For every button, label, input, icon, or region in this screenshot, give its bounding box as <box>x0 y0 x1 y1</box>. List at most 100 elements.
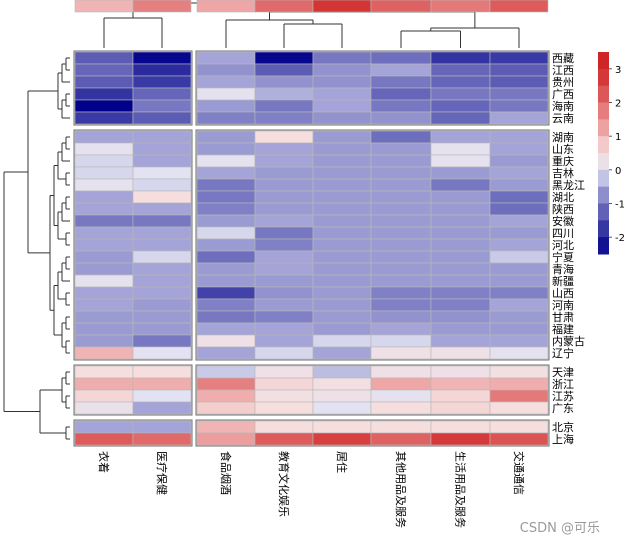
heatmap-cell <box>132 166 192 180</box>
row-label: 山东 <box>552 143 574 156</box>
heatmap-cell <box>370 322 432 336</box>
heatmap-cell <box>430 250 491 264</box>
row-label: 北京 <box>552 420 574 434</box>
cluster-border <box>73 129 193 361</box>
heatmap-cell <box>312 190 372 204</box>
heatmap-cell <box>312 63 372 77</box>
heatmap-cell <box>132 286 192 300</box>
heatmap-cell <box>254 178 314 192</box>
heatmap-cell <box>430 190 491 204</box>
row-label: 新疆 <box>552 274 574 288</box>
column-label: 其他用品及服务 <box>394 451 407 528</box>
heatmap-cell <box>370 190 432 204</box>
heatmap-cell <box>312 87 372 101</box>
heatmap-cell <box>132 401 192 415</box>
heatmap-cell <box>132 310 192 324</box>
heatmap-cell <box>254 432 314 446</box>
heatmap-cell <box>254 166 314 180</box>
heatmap-cell <box>312 298 372 312</box>
row-label: 黑龙江 <box>552 179 585 192</box>
heatmap-cell <box>132 75 192 89</box>
heatmap-cell <box>196 63 256 77</box>
row-label: 西藏 <box>552 52 574 65</box>
heatmap-cell <box>370 262 432 276</box>
heatmap-cell <box>132 432 192 446</box>
cluster-border <box>73 419 193 447</box>
heatmap-cell <box>430 111 491 125</box>
heatmap-cell <box>196 154 256 168</box>
heatmap-cell <box>74 87 134 101</box>
heatmap-cell <box>489 274 549 288</box>
heatmap-cell <box>489 389 549 403</box>
heatmap-cell <box>196 401 256 415</box>
heatmap-cell <box>430 334 491 348</box>
heatmap-cell <box>489 262 549 276</box>
heatmap-cell <box>74 286 134 300</box>
heatmap-cell <box>312 214 372 228</box>
heatmap-cell <box>254 274 314 288</box>
cluster-border <box>73 50 193 126</box>
heatmap-cell <box>132 365 192 379</box>
heatmap-cell <box>132 87 192 101</box>
heatmap-cell <box>430 377 491 391</box>
heatmap-cell <box>74 432 134 446</box>
heatmap-cell <box>489 377 549 391</box>
heatmap-cell <box>312 274 372 288</box>
row-label: 甘肃 <box>552 311 574 324</box>
heatmap-cell <box>489 432 549 446</box>
heatmap-cell <box>312 99 372 113</box>
heatmap-cell <box>430 298 491 312</box>
heatmap-cell <box>312 322 372 336</box>
heatmap-cell <box>370 298 432 312</box>
heatmap-cell <box>254 377 314 391</box>
heatmap-cell <box>430 142 491 156</box>
heatmap-cell <box>430 87 491 101</box>
cluster-border <box>195 419 550 447</box>
row-label: 青海 <box>552 262 574 276</box>
heatmap-cell <box>254 130 314 144</box>
heatmap-cell <box>132 346 192 360</box>
heatmap-cell <box>196 0 256 13</box>
heatmap-cell <box>430 365 491 379</box>
heatmap-cell <box>430 99 491 113</box>
heatmap-cell <box>370 286 432 300</box>
cluster-border <box>73 364 193 416</box>
heatmap-cell <box>132 250 192 264</box>
heatmap-cell <box>196 51 256 65</box>
row-label: 江西 <box>552 64 574 77</box>
heatmap-cell <box>74 166 134 180</box>
heatmap-cell <box>370 250 432 264</box>
heatmap-cell <box>312 310 372 324</box>
row-label: 云南 <box>552 112 574 125</box>
heatmap-cell <box>196 202 256 216</box>
heatmap-cell <box>74 190 134 204</box>
heatmap-cell <box>430 75 491 89</box>
heatmap-cell <box>74 202 134 216</box>
heatmap-cell <box>74 420 134 434</box>
heatmap-cell <box>489 226 549 240</box>
heatmap-cell <box>312 202 372 216</box>
heatmap-cell <box>312 420 372 434</box>
legend-swatch <box>598 186 609 204</box>
heatmap-cell <box>312 432 372 446</box>
heatmap-cell <box>196 250 256 264</box>
heatmap-cell <box>254 0 314 13</box>
heatmap-cell <box>489 166 549 180</box>
heatmap-cell <box>430 420 491 434</box>
heatmap-cell <box>489 420 549 434</box>
legend-swatch <box>598 153 609 171</box>
heatmap-cell <box>370 111 432 125</box>
heatmap-cell <box>254 310 314 324</box>
heatmap-cell <box>430 310 491 324</box>
row-labels: 西藏江西贵州广西海南云南湖南山东重庆吉林黑龙江湖北陕西安徽四川河北宁夏青海新疆山… <box>552 52 585 446</box>
heatmap-cell <box>489 346 549 360</box>
heatmap-cell <box>132 389 192 403</box>
row-label: 内蒙古 <box>552 334 585 348</box>
heatmap-cell <box>370 334 432 348</box>
legend-swatch <box>598 52 609 70</box>
heatmap-cell <box>196 274 256 288</box>
legend-tick-label: 0 <box>615 166 621 177</box>
row-label: 湖南 <box>552 131 574 144</box>
heatmap-cell <box>132 99 192 113</box>
